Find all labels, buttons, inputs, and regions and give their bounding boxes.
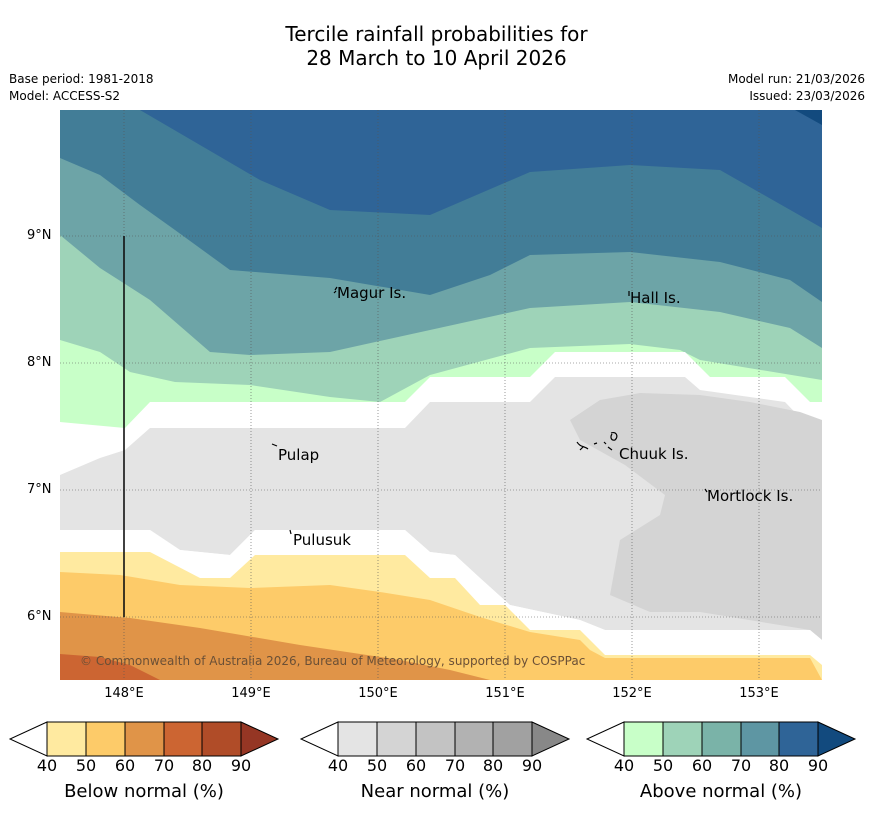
title-line-1: Tercile rainfall probabilities for	[285, 22, 588, 46]
lon-label-150e: 150°E	[358, 686, 398, 701]
region-below-60	[60, 612, 490, 680]
cb-above-60-70	[702, 722, 741, 756]
cb-tick: 60	[405, 756, 427, 775]
cb-tick: 90	[230, 756, 252, 775]
cb-above-40-50	[624, 722, 663, 756]
map-gridlines	[60, 110, 822, 680]
pulusuk-island-marker	[289, 529, 292, 535]
base-period: Base period: 1981-2018	[9, 72, 154, 86]
magur-island-marker	[333, 286, 338, 294]
cb-tick: 90	[807, 756, 829, 775]
title-line-2: 28 March to 10 April 2026	[306, 46, 567, 70]
cb-tick: 60	[114, 756, 136, 775]
cb-tick: 70	[444, 756, 466, 775]
lat-label-6n: 6°N	[27, 609, 52, 624]
lon-label-148e: 148°E	[104, 686, 144, 701]
lat-label-8n: 8°N	[27, 355, 52, 370]
place-label-pulusuk: Pulusuk	[293, 531, 351, 549]
cb-above-50-60	[663, 722, 702, 756]
lat-label-9n: 9°N	[27, 228, 52, 243]
cb-tick: 70	[153, 756, 175, 775]
cb-below-60-70	[125, 722, 164, 756]
cb-near-label: Near normal (%)	[360, 781, 510, 802]
place-label-mortlock: Mortlock Is.	[707, 487, 794, 505]
cb-below-70-80	[164, 722, 202, 756]
cb-near-70-80	[455, 722, 493, 756]
cb-above-lower-arrow	[585, 721, 625, 757]
cb-above-70-80	[741, 722, 779, 756]
colorbar-above-normal	[585, 721, 857, 757]
lon-label-152e: 152°E	[612, 686, 652, 701]
place-label-pulap: Pulap	[278, 446, 320, 464]
cb-tick: 80	[191, 756, 213, 775]
cb-above-80-90	[779, 722, 818, 756]
lon-label-153e: 153°E	[739, 686, 779, 701]
cb-near-80-90	[493, 722, 532, 756]
cb-tick: 80	[768, 756, 790, 775]
cb-near-upper-arrow	[531, 721, 571, 757]
region-above-90	[795, 110, 822, 125]
chuuk-island-marker	[576, 431, 618, 451]
model-name: Model: ACCESS-S2	[9, 89, 121, 103]
cb-below-upper-arrow	[240, 721, 280, 757]
colorbar-below-normal	[8, 721, 280, 757]
cb-below-label: Below normal (%)	[64, 781, 224, 802]
lon-label-151e: 151°E	[485, 686, 525, 701]
cb-near-60-70	[416, 722, 455, 756]
cb-near-lower-arrow	[299, 721, 339, 757]
cb-tick: 50	[366, 756, 388, 775]
map-title: Tercile rainfall probabilities for 28 Ma…	[0, 22, 873, 70]
cb-tick: 40	[36, 756, 58, 775]
copyright-notice: © Commonwealth of Australia 2026, Bureau…	[80, 654, 586, 668]
model-run: Model run: 21/03/2026	[727, 72, 865, 86]
cb-tick: 80	[482, 756, 504, 775]
lon-label-149e: 149°E	[231, 686, 271, 701]
cb-below-40-50	[47, 722, 86, 756]
cb-near-50-60	[377, 722, 416, 756]
cb-tick: 90	[521, 756, 543, 775]
cb-tick: 70	[730, 756, 752, 775]
region-below-70	[60, 654, 160, 680]
cb-near-40-50	[338, 722, 377, 756]
issued-date: Issued: 23/03/2026	[749, 89, 865, 103]
cb-below-80-90	[202, 722, 241, 756]
cb-below-lower-arrow	[8, 721, 48, 757]
cb-above-upper-arrow	[817, 721, 857, 757]
cb-above-label: Above normal (%)	[639, 781, 803, 802]
cb-below-50-60	[86, 722, 125, 756]
pulap-island-marker	[271, 443, 278, 447]
island-markers	[271, 286, 708, 535]
colorbar-near-normal	[299, 721, 571, 757]
map-area	[60, 110, 822, 680]
place-label-magur: Magur Is.	[337, 284, 407, 302]
cb-tick: 60	[691, 756, 713, 775]
metadata-right: Model run: 21/03/2026 Issued: 23/03/2026	[728, 71, 865, 105]
cb-tick: 40	[613, 756, 635, 775]
place-label-hall: Hall Is.	[630, 289, 681, 307]
place-label-chuuk: Chuuk Is.	[619, 445, 689, 463]
mortlock-island-marker	[704, 488, 708, 493]
metadata-left: Base period: 1981-2018 Model: ACCESS-S2	[9, 71, 154, 105]
cb-tick: 50	[75, 756, 97, 775]
cb-tick: 40	[327, 756, 349, 775]
cb-tick: 50	[652, 756, 674, 775]
lat-label-7n: 7°N	[27, 482, 52, 497]
